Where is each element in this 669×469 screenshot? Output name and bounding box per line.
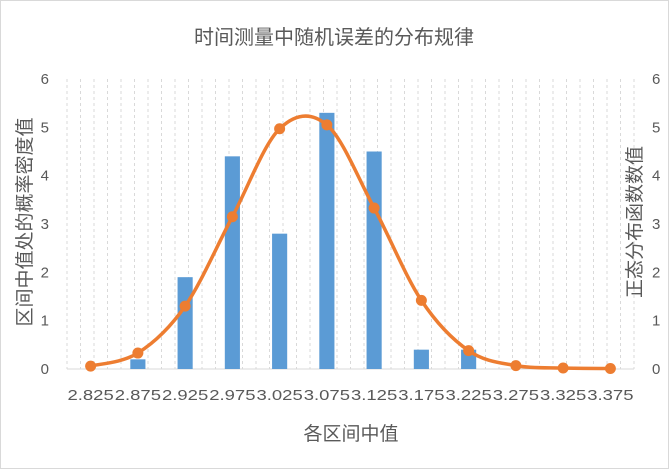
x-tick-label: 3.125	[351, 388, 397, 404]
y-tick-label: 6	[41, 71, 49, 88]
y-tick-label: 0	[41, 361, 49, 378]
chart-title: 时间测量中随机误差的分布规律	[194, 25, 474, 49]
y-tick-label: 2	[41, 264, 49, 281]
curve-point	[604, 363, 616, 375]
y-tick-label: 4	[41, 168, 49, 185]
x-tick-label: 2.875	[115, 388, 161, 404]
bar	[224, 156, 240, 369]
x-tick-label: 2.975	[209, 388, 255, 404]
x-tick-label: 3.175	[398, 388, 444, 404]
bar	[413, 349, 429, 369]
curve-point	[179, 300, 191, 312]
x-tick-label: 3.225	[446, 388, 492, 404]
x-tick-label: 3.275	[493, 388, 539, 404]
curve-point	[85, 360, 97, 372]
y-tick-label: 5	[41, 119, 49, 136]
bar	[366, 151, 382, 369]
y2-tick-label: 0	[652, 361, 660, 378]
y2-tick-label: 2	[652, 264, 660, 281]
curve-points	[85, 119, 616, 375]
y-axis-ticks: 0 1 2 3 4 5 6	[41, 71, 49, 378]
curve-point	[463, 345, 475, 357]
y2-axis-title: 正态分布函数数值	[624, 146, 646, 298]
bar	[319, 112, 335, 369]
x-tick-label: 3.025	[257, 388, 303, 404]
y-tick-label: 3	[41, 216, 49, 233]
y2-tick-label: 6	[652, 71, 660, 88]
x-tick-label: 3.375	[587, 388, 633, 404]
curve-point	[368, 202, 380, 214]
x-tick-label: 3.325	[540, 388, 586, 404]
bar	[177, 277, 193, 369]
bar	[130, 359, 146, 369]
x-tick-label: 2.925	[162, 388, 208, 404]
y2-tick-label: 3	[652, 216, 660, 233]
y2-tick-label: 5	[652, 119, 660, 136]
x-axis-ticks: 2.825 2.875 2.925 2.975 3.025 3.075 3.125 3.175…	[68, 388, 634, 404]
curve-point	[226, 211, 238, 223]
y2-axis-ticks: 0 1 2 3 4 5 6	[652, 71, 660, 378]
curve-point	[415, 294, 427, 306]
curve-point	[274, 123, 286, 135]
x-tick-label: 2.825	[68, 388, 114, 404]
y-axis-title: 区间中值处的概率密度值	[14, 117, 36, 326]
y2-tick-label: 1	[652, 313, 660, 330]
curve-point	[321, 119, 333, 131]
y2-tick-label: 4	[652, 168, 660, 185]
curve-point	[557, 362, 569, 374]
x-tick-label: 3.075	[304, 388, 350, 404]
y-tick-label: 1	[41, 313, 49, 330]
grid	[66, 79, 635, 369]
bar	[272, 233, 288, 369]
curve-point	[132, 347, 144, 359]
curve-point	[510, 360, 522, 372]
x-axis-title: 各区间中值	[303, 423, 398, 445]
bars	[130, 112, 477, 369]
